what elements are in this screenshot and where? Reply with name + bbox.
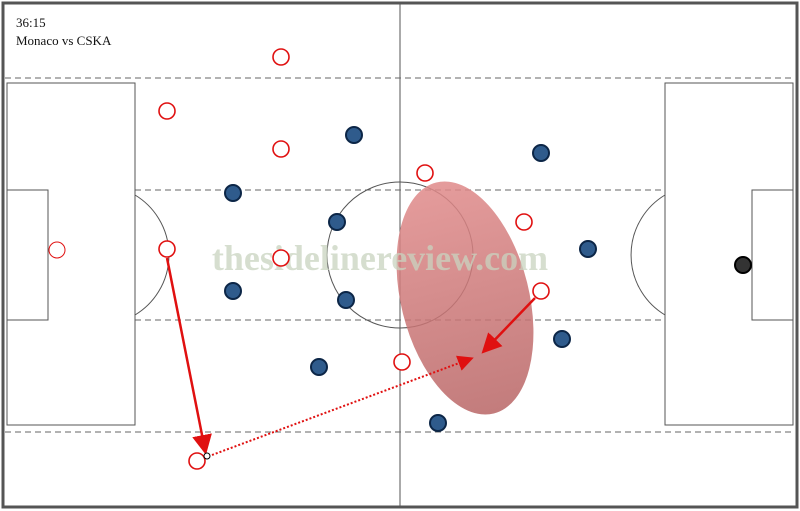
match-title: Monaco vs CSKA: [16, 33, 112, 48]
watermark: thesidelinereview.com: [212, 238, 548, 278]
home-players: [158, 48, 550, 470]
danger-zone: [396, 181, 534, 415]
ball: [203, 452, 211, 460]
match-time: 36:15: [16, 15, 46, 30]
away-players: [224, 126, 752, 432]
arrows: [165, 257, 536, 456]
